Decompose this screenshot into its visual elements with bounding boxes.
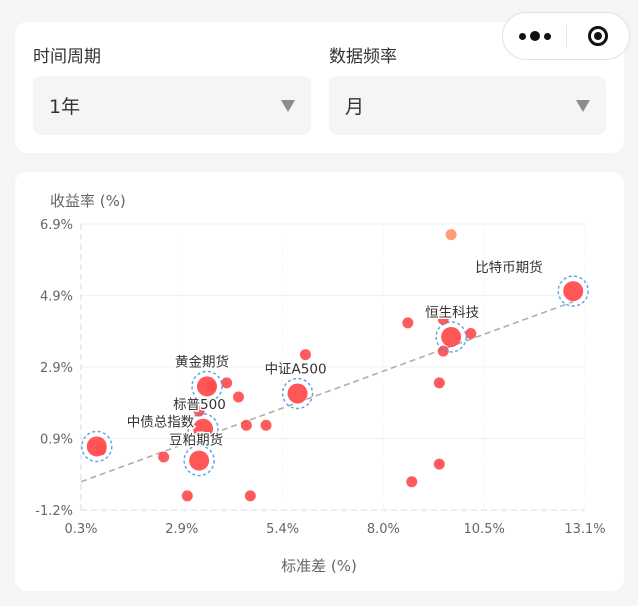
point-label: 黄金期货 <box>175 353 229 370</box>
scatter-point <box>433 377 445 389</box>
capsule-divider <box>566 25 567 47</box>
scatter-point <box>465 327 477 339</box>
highlight-ring <box>435 321 467 353</box>
frequency-value: 月 <box>345 96 365 118</box>
scatter-point <box>233 391 244 403</box>
frequency-label: 数据频率 <box>329 47 397 67</box>
highlight-ring <box>183 444 215 477</box>
period-value: 1年 <box>49 96 81 118</box>
y-tick-label: 0.9% <box>40 433 73 448</box>
highlight-ring <box>191 370 223 403</box>
miniprogram-capsule <box>502 12 630 60</box>
point-label: 中债总指数 <box>127 414 195 430</box>
labeled-point <box>193 418 214 439</box>
highlight-ring <box>281 377 314 410</box>
labeled-point <box>287 383 308 404</box>
y-tick-label: 2.9% <box>40 361 73 376</box>
x-tick-label: 0.3% <box>64 522 97 537</box>
risk-return-scatter-chart: -1.2% 0.9% 2.9% 4.9% 6.9% 0.3% 2.9% 5.4% 8.0% 10.… <box>35 192 605 575</box>
axes: -1.2% 0.9% 2.9% 4.9% 6.9% 0.3% 2.9% 5.4% 8.0% 10.… <box>35 218 605 537</box>
scatter-point <box>244 490 256 502</box>
trend-line <box>80 300 574 483</box>
highlight-ring <box>557 275 589 307</box>
scatter-point <box>181 490 193 502</box>
target-close-icon[interactable] <box>567 26 629 46</box>
highlight-ring <box>81 430 113 463</box>
point-label: 标普500 <box>173 397 226 413</box>
frequency-select[interactable]: 月 <box>329 76 606 135</box>
y-tick-label: 6.9% <box>40 218 73 233</box>
x-tick-label: 13.1% <box>564 522 605 537</box>
caret-down-icon <box>281 99 295 112</box>
scatter-point <box>402 317 414 329</box>
x-tick-label: 2.9% <box>165 522 198 537</box>
x-axis-label: 标准差 (%) <box>281 557 357 575</box>
highlight-point <box>445 229 457 241</box>
x-tick-label: 5.4% <box>266 522 299 537</box>
period-select[interactable]: 1年 <box>33 76 311 135</box>
y-tick-label: 4.9% <box>40 290 73 305</box>
labeled-point <box>189 450 210 471</box>
point-label: 中证A500 <box>265 361 327 377</box>
point-label: 豆粕期货 <box>169 432 223 449</box>
y-tick-label: -1.2% <box>35 504 73 519</box>
scatter-point <box>221 377 233 389</box>
highlight-ring <box>187 413 219 445</box>
scatter-point <box>158 451 170 463</box>
point-label: 恒生科技 <box>425 305 479 321</box>
scatter-point <box>406 476 418 488</box>
scatter-point <box>260 419 272 431</box>
grid <box>80 223 586 511</box>
labeled-point <box>563 281 584 302</box>
period-label: 时间周期 <box>33 47 101 67</box>
labeled-point <box>441 326 462 347</box>
chart-card: -1.2% 0.9% 2.9% 4.9% 6.9% 0.3% 2.9% 5.4% 8.0% 10.… <box>15 172 624 591</box>
labeled-point <box>197 376 217 397</box>
y-axis-label: 收益率 (%) <box>50 192 126 210</box>
x-tick-label: 8.0% <box>367 522 400 537</box>
more-dots-icon[interactable] <box>503 31 566 41</box>
caret-down-icon <box>576 99 590 112</box>
scatter-point <box>240 419 252 431</box>
x-tick-label: 10.5% <box>464 522 505 537</box>
scatter-point <box>433 458 445 470</box>
scatter-point <box>299 349 311 361</box>
labeled-point <box>86 436 107 457</box>
point-label: 比特币期货 <box>475 259 543 276</box>
scatter-point <box>437 313 449 325</box>
